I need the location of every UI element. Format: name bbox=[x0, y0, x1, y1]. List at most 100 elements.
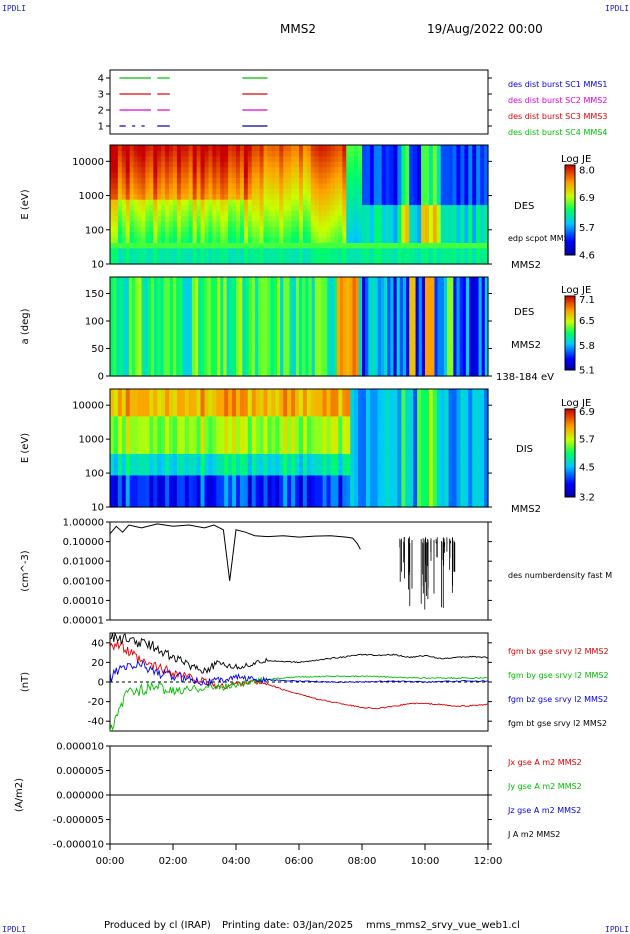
heatmap-cell bbox=[310, 442, 316, 449]
heatmap-cell bbox=[263, 437, 269, 444]
heatmap-cell bbox=[263, 442, 269, 449]
heatmap-cell bbox=[153, 236, 158, 243]
heatmap-cell bbox=[141, 474, 147, 481]
heatmap-cell bbox=[145, 501, 150, 508]
heatmap-cell bbox=[401, 448, 406, 454]
heatmap-cell bbox=[456, 242, 462, 249]
heatmap-cell bbox=[213, 343, 218, 355]
heatmap-cell bbox=[173, 145, 178, 152]
heatmap-cell bbox=[220, 480, 225, 487]
heatmap-cell bbox=[299, 365, 303, 377]
heatmap-cell bbox=[210, 365, 215, 377]
heatmap-cell bbox=[318, 145, 324, 152]
heatmap-cell bbox=[267, 365, 272, 377]
heatmap-cell bbox=[432, 220, 438, 227]
heatmap-cell bbox=[275, 204, 280, 211]
heatmap-cell bbox=[440, 310, 445, 322]
heatmap-cell bbox=[396, 299, 401, 311]
heatmap-cell bbox=[393, 437, 399, 444]
heatmap-cell bbox=[444, 166, 450, 173]
heatmap-cell bbox=[216, 150, 221, 157]
heatmap-cell bbox=[232, 226, 237, 233]
heatmap-cell bbox=[137, 405, 143, 412]
heatmap-cell bbox=[157, 464, 162, 471]
heatmap-cell bbox=[273, 277, 278, 289]
heatmap-cell bbox=[165, 247, 170, 254]
heatmap-cell bbox=[200, 496, 206, 503]
heatmap-cell bbox=[333, 354, 338, 366]
heatmap-cell bbox=[121, 464, 127, 471]
heatmap-cell bbox=[239, 431, 245, 438]
heatmap-cell bbox=[220, 399, 225, 406]
heatmap-cell bbox=[196, 415, 202, 422]
heatmap-cell bbox=[176, 415, 182, 422]
heatmap-cell bbox=[413, 199, 418, 206]
heatmap-cell bbox=[287, 145, 292, 152]
heatmap-cell bbox=[228, 405, 233, 412]
heatmap-cell bbox=[196, 209, 202, 216]
heatmap-cell bbox=[161, 236, 166, 243]
heatmap-cell bbox=[368, 354, 373, 366]
heatmap-cell bbox=[339, 354, 344, 366]
heatmap-cell bbox=[216, 258, 221, 265]
heatmap-cell bbox=[113, 389, 119, 395]
heatmap-cell bbox=[271, 415, 276, 422]
des-pitch-colorbar-tick: 5.1 bbox=[579, 366, 595, 377]
heatmap-cell bbox=[125, 220, 131, 227]
heatmap-cell bbox=[263, 166, 269, 173]
heatmap-cell bbox=[180, 253, 186, 260]
heatmap-cell bbox=[220, 464, 225, 471]
heatmap-cell bbox=[110, 177, 115, 184]
heatmap-cell bbox=[302, 421, 308, 428]
heatmap-cell bbox=[299, 145, 304, 152]
heatmap-cell bbox=[165, 405, 170, 412]
heatmap-cell bbox=[368, 365, 373, 377]
heatmap-cell bbox=[117, 410, 123, 417]
heatmap-cell bbox=[275, 155, 280, 162]
heatmap-cell bbox=[432, 258, 438, 265]
heatmap-cell bbox=[365, 389, 371, 395]
heatmap-cell bbox=[338, 209, 343, 216]
heatmap-cell bbox=[153, 215, 158, 222]
heatmap-cell bbox=[239, 415, 245, 422]
heatmap-cell bbox=[239, 469, 245, 476]
heatmap-cell bbox=[310, 431, 316, 438]
heatmap-cell bbox=[346, 145, 351, 152]
heatmap-cell bbox=[355, 277, 360, 289]
heatmap-cell bbox=[149, 458, 154, 465]
heatmap-cell bbox=[176, 399, 182, 406]
heatmap-cell bbox=[299, 155, 304, 162]
heatmap-cell bbox=[409, 354, 413, 366]
heatmap-cell bbox=[224, 480, 229, 487]
heatmap-cell bbox=[216, 231, 221, 238]
heatmap-cell bbox=[113, 405, 119, 412]
heatmap-cell bbox=[145, 399, 150, 406]
heatmap-cell bbox=[117, 458, 123, 465]
heatmap-cell bbox=[263, 182, 269, 189]
heatmap-cell bbox=[150, 310, 155, 322]
heatmap-cell bbox=[245, 310, 250, 322]
heatmap-cell bbox=[428, 231, 434, 238]
heatmap-cell bbox=[232, 145, 237, 152]
heatmap-cell bbox=[283, 343, 287, 355]
heatmap-cell bbox=[279, 166, 284, 173]
des-pitch-y-tick-label: 100 bbox=[85, 317, 104, 328]
heatmap-cell bbox=[321, 299, 325, 311]
heatmap-cell bbox=[200, 453, 206, 460]
heatmap-cell bbox=[283, 410, 288, 417]
heatmap-cell bbox=[326, 437, 332, 444]
heatmap-cell bbox=[271, 442, 276, 449]
heatmap-cell bbox=[453, 332, 458, 344]
heatmap-cell bbox=[149, 485, 154, 492]
heatmap-cell bbox=[291, 150, 296, 157]
heatmap-cell bbox=[149, 236, 154, 243]
heatmap-cell bbox=[381, 490, 387, 497]
heatmap-cell bbox=[377, 177, 383, 184]
heatmap-cell bbox=[173, 426, 178, 433]
heatmap-cell bbox=[440, 236, 446, 243]
heatmap-cell bbox=[117, 394, 123, 401]
heatmap-cell bbox=[263, 458, 269, 465]
heatmap-cell bbox=[236, 258, 241, 265]
heatmap-cell bbox=[358, 182, 363, 189]
heatmap-cell bbox=[314, 166, 320, 173]
